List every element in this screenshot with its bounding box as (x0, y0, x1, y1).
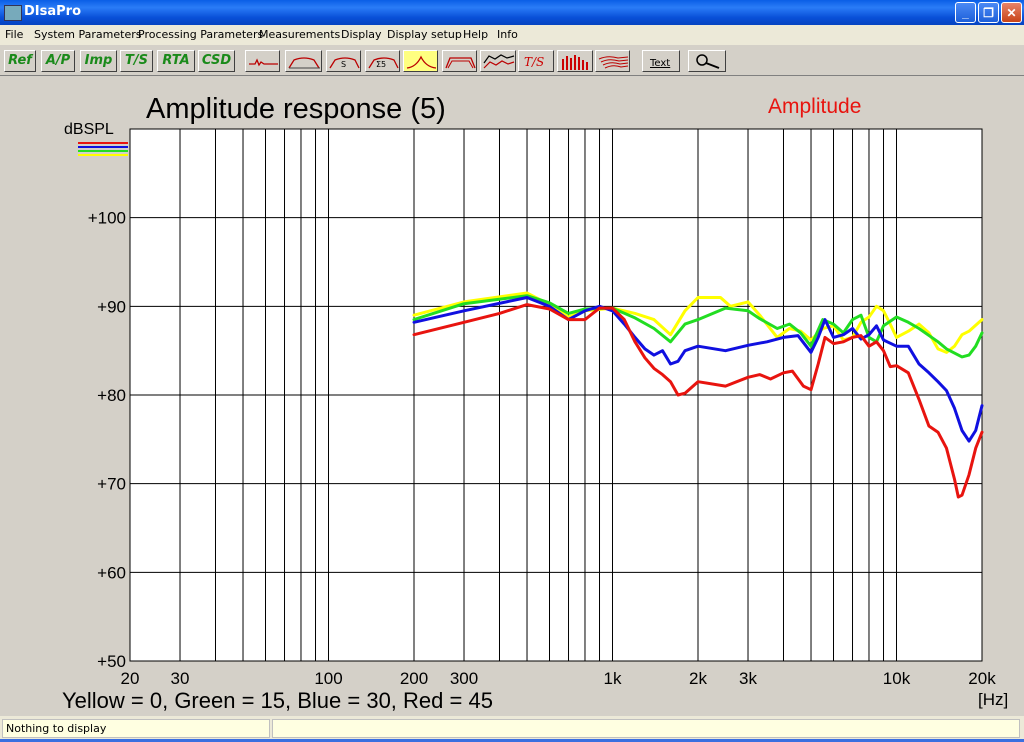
y-axis-label: dBSPL (64, 121, 114, 138)
toolbar: Ref A/P Imp T/S RTA CSD S Σ5 T/S Text (0, 45, 1024, 76)
x-tick-label: 20k (968, 669, 996, 688)
peak-icon[interactable] (403, 50, 438, 72)
x-tick-label: 300 (450, 669, 478, 688)
chart-series (412, 291, 984, 499)
status-text: Nothing to display (2, 719, 270, 738)
menu-display[interactable]: Display (341, 28, 382, 41)
svg-text:S: S (341, 60, 346, 69)
stacked-icon[interactable] (480, 50, 516, 72)
status-bar: Nothing to display (0, 716, 1024, 742)
csd-button[interactable]: CSD (198, 50, 235, 72)
y-tick-label: +60 (97, 563, 126, 582)
ap-button[interactable]: A/P (41, 50, 75, 72)
menu-processing-parameters[interactable]: Processing Parameters (138, 28, 264, 41)
status-accent-line (0, 739, 1024, 742)
ts-icon[interactable]: T/S (518, 50, 554, 72)
main-area: Amplitude response (5) Amplitude dBSPL +… (0, 76, 1024, 716)
close-button[interactable]: ✕ (1001, 2, 1022, 23)
y-tick-labels: +50 +60 +70 +80 +90 +100 (88, 209, 126, 671)
spectrum-bars-icon[interactable] (557, 50, 593, 72)
y-tick-label: +100 (88, 209, 126, 228)
x-tick-labels: 20 30 100 200 300 1k 2k 3k 10k 20k (121, 669, 997, 688)
ref-button[interactable]: Ref (4, 50, 36, 72)
app-icon (4, 5, 22, 21)
series-line (412, 303, 984, 499)
svg-text:Σ5: Σ5 (376, 60, 386, 69)
sum-s-icon[interactable]: Σ5 (365, 50, 400, 72)
text-tool-label: Text (649, 58, 670, 69)
y-tick-label: +70 (97, 475, 126, 494)
s-curve-icon[interactable]: S (326, 50, 361, 72)
ts-icon-label: T/S (524, 55, 544, 69)
menu-display-setup[interactable]: Display setup (387, 28, 462, 41)
x-tick-label: 30 (171, 669, 190, 688)
menu-file[interactable]: File (5, 28, 24, 41)
waterfall-icon[interactable] (595, 50, 630, 72)
title-bar: DIsaPro _ ❐ ✕ (0, 0, 1024, 25)
x-tick-label: 100 (314, 669, 342, 688)
menu-info[interactable]: Info (497, 28, 518, 41)
y-tick-label: +50 (97, 652, 126, 671)
amplitude-icon[interactable] (285, 50, 322, 72)
multi-response-icon[interactable] (442, 50, 477, 72)
waveform-icon[interactable] (245, 50, 280, 72)
rta-button[interactable]: RTA (157, 50, 195, 72)
menu-help[interactable]: Help (463, 28, 489, 41)
menu-measurements[interactable]: Measurements (259, 28, 341, 41)
curve-caption: Yellow = 0, Green = 15, Blue = 30, Red =… (62, 688, 493, 713)
menu-system-parameters[interactable]: System Parameters (34, 28, 142, 41)
x-tick-label: 10k (883, 669, 911, 688)
chart-subtitle: Amplitude (768, 95, 861, 118)
status-panel-secondary (272, 719, 1020, 738)
chart-title: Amplitude response (5) (146, 93, 446, 125)
y-tick-label: +80 (97, 386, 126, 405)
series-line (412, 296, 984, 443)
minimize-button[interactable]: _ (955, 2, 976, 23)
menu-bar: File System Parameters Processing Parame… (0, 25, 1024, 45)
x-tick-label: 1k (604, 669, 622, 688)
x-tick-label: 200 (400, 669, 428, 688)
imp-button[interactable]: Imp (80, 50, 117, 72)
x-tick-label: 20 (121, 669, 140, 688)
x-tick-label: 2k (689, 669, 707, 688)
amplitude-chart: Amplitude response (5) Amplitude dBSPL +… (62, 93, 1008, 713)
restore-button[interactable]: ❐ (978, 2, 999, 23)
legend-swatches (78, 142, 128, 156)
x-axis-label: [Hz] (978, 690, 1008, 709)
magnifier-icon[interactable] (688, 50, 726, 72)
ts-button[interactable]: T/S (120, 50, 153, 72)
x-tick-label: 3k (739, 669, 757, 688)
text-tool-button[interactable]: Text (642, 50, 680, 72)
window-title: DIsaPro (24, 4, 82, 19)
y-tick-label: +90 (97, 297, 126, 316)
